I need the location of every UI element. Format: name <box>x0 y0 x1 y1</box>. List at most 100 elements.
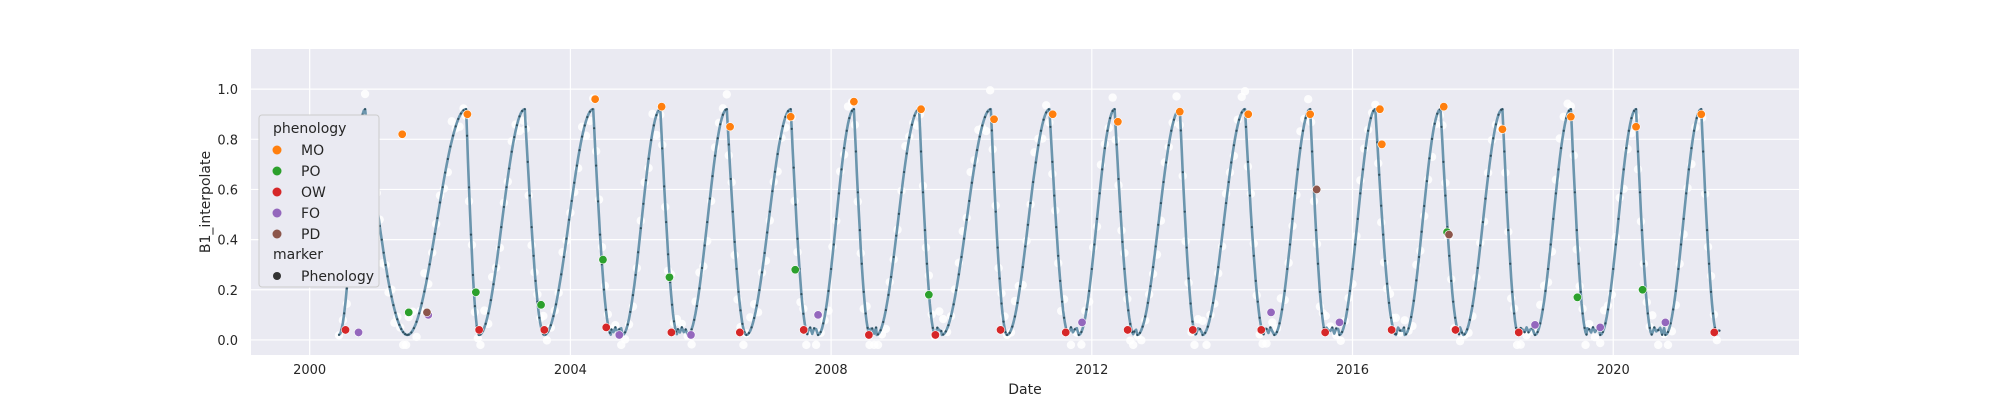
series-point <box>392 304 395 307</box>
series-point <box>1063 316 1066 319</box>
series-point <box>1369 116 1372 120</box>
series-point <box>363 108 367 111</box>
series-point <box>1612 267 1615 271</box>
phenology-point-ow <box>1320 327 1330 337</box>
series-point <box>1138 331 1142 334</box>
series-point <box>1047 108 1050 111</box>
series-point <box>1557 168 1560 171</box>
series-point <box>418 312 421 315</box>
observation-point <box>1654 340 1663 350</box>
series-point <box>492 283 495 286</box>
series-point <box>1718 329 1721 332</box>
series-point <box>1119 210 1122 213</box>
phenology-point-ow <box>996 325 1006 335</box>
series-point <box>887 293 890 296</box>
legend-entries: MO PO OW FO PD <box>272 143 326 243</box>
series-point <box>952 303 955 306</box>
series-point <box>1412 299 1415 302</box>
observation-point <box>412 332 421 342</box>
series-point <box>992 171 995 174</box>
series-point <box>1111 109 1114 112</box>
series-point <box>676 328 680 331</box>
phenology-point-ow <box>341 325 351 335</box>
series-point <box>465 134 469 137</box>
series-point <box>716 137 719 140</box>
series-point <box>1243 108 1246 111</box>
series-point <box>1544 289 1547 293</box>
series-point <box>624 331 627 334</box>
series-point <box>1162 180 1165 184</box>
series-point <box>1037 144 1040 147</box>
series-point <box>1057 254 1060 257</box>
series-point <box>719 123 722 126</box>
series-point <box>1224 201 1228 205</box>
series-point <box>1372 109 1375 112</box>
phenology-point-mo <box>1113 117 1123 127</box>
series-point <box>970 181 973 184</box>
series-point <box>1460 331 1464 334</box>
series-point <box>1296 168 1299 171</box>
legend-label-fo: FO <box>301 206 320 222</box>
legend-title-phenology: phenology <box>273 121 346 137</box>
series-point <box>996 246 999 249</box>
series-point <box>713 154 717 157</box>
series-point <box>1204 331 1207 334</box>
series-point <box>1399 329 1402 332</box>
observation-point <box>1066 340 1076 350</box>
series-point <box>731 210 734 213</box>
phenology-point-ow <box>1451 325 1461 335</box>
series-point <box>1657 328 1660 332</box>
series-point <box>1627 129 1630 132</box>
phenology-point-mo <box>1631 122 1641 132</box>
series-point <box>431 248 434 251</box>
series-point <box>773 170 777 173</box>
phenology-point-ow <box>1123 325 1133 335</box>
series-point <box>1090 267 1093 271</box>
series-point <box>989 108 992 111</box>
series-point <box>871 327 874 330</box>
series-point <box>1638 191 1642 194</box>
series-point <box>1661 333 1664 336</box>
observation-point <box>1391 313 1401 323</box>
series-point <box>1444 194 1447 197</box>
series-point <box>642 202 645 205</box>
observation-point <box>802 340 811 350</box>
series-point <box>1359 192 1362 195</box>
observation-point <box>1566 102 1576 111</box>
series-point <box>1088 289 1091 293</box>
series-point <box>1382 233 1385 236</box>
series-point <box>471 273 475 277</box>
observation-point <box>1336 336 1345 345</box>
observation-point <box>1516 340 1525 349</box>
series-point <box>755 304 758 307</box>
series-point <box>1367 129 1370 132</box>
phenology-point-ow <box>1188 325 1198 335</box>
series-point <box>1211 301 1215 304</box>
series-point <box>494 265 498 268</box>
series-point <box>1476 266 1479 270</box>
series-point <box>733 240 736 243</box>
observation-point <box>542 336 552 345</box>
series-point <box>700 266 704 270</box>
phenology-point-ow <box>864 330 874 340</box>
series-point <box>832 243 835 246</box>
phenology-point-ow <box>799 325 809 335</box>
series-point <box>1172 118 1176 121</box>
series-point <box>779 137 782 140</box>
series-point <box>1436 112 1439 115</box>
series-point <box>1642 262 1645 265</box>
series-point <box>1159 201 1162 205</box>
series-point <box>794 203 797 206</box>
observation-point <box>1584 319 1594 329</box>
series-point <box>1552 217 1555 220</box>
series-point <box>864 312 867 315</box>
series-point <box>1484 197 1487 200</box>
series-point <box>1123 267 1126 270</box>
phenology-point-mo <box>849 97 859 107</box>
series-point <box>528 194 531 197</box>
series-point <box>919 150 923 153</box>
phenology-points <box>341 94 1719 340</box>
series-point <box>665 220 668 224</box>
series-point <box>750 326 753 329</box>
series-point <box>1309 108 1312 111</box>
